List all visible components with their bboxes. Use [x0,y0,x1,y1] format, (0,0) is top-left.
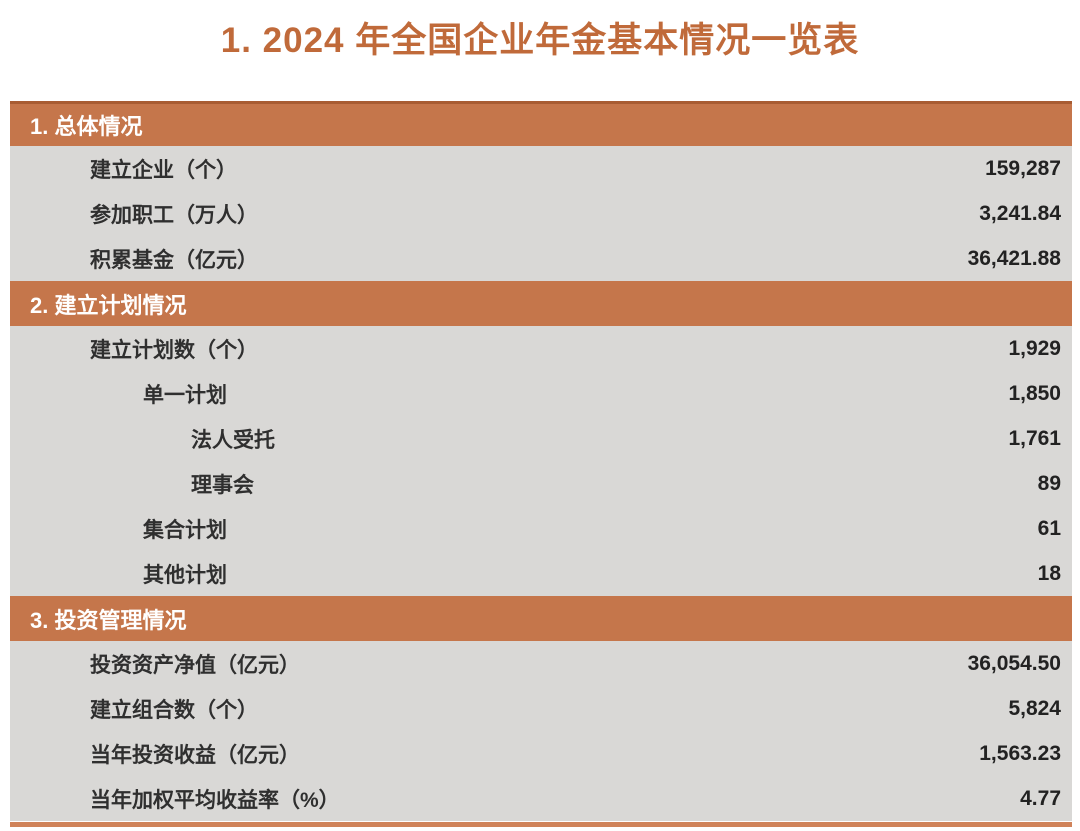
row-label: 理事会 [191,473,254,497]
row-label: 单一计划 [143,383,227,407]
row-value: 61 [1037,516,1061,540]
section-header-label: 3. 投资管理情况 [30,607,187,633]
table-row: 积累基金（亿元） 36,421.88 [10,236,1072,281]
row-label: 投资资产净值（亿元） [90,653,300,677]
row-label: 其他计划 [143,563,227,587]
row-label: 积累基金（亿元） [90,248,258,272]
table-row: 参加职工（万人） 3,241.84 [10,191,1072,236]
row-value: 89 [1037,471,1061,495]
annuity-summary-table: 1. 总体情况 建立企业（个） 159,287 参加职工（万人） 3,241.8… [10,101,1072,827]
row-value: 1,850 [1008,381,1061,405]
row-value: 1,761 [1008,426,1061,450]
row-value: 36,054.50 [967,651,1061,675]
row-value: 159,287 [985,156,1061,180]
row-label: 当年投资收益（亿元） [90,743,300,767]
section-header-label: 1. 总体情况 [30,114,143,139]
table-row: 当年加权平均收益率（%） 4.77 [10,776,1072,821]
row-value: 5,824 [1008,696,1061,720]
row-value: 4.77 [1020,786,1061,810]
row-label: 法人受托 [191,428,275,452]
table-row: 投资资产净值（亿元） 36,054.50 [10,641,1072,686]
table-row: 单一计划 1,850 [10,371,1072,416]
row-value: 3,241.84 [979,201,1061,225]
table-row: 法人受托 1,761 [10,416,1072,461]
section-header-label: 2. 建立计划情况 [30,292,187,318]
row-label: 建立计划数（个） [90,338,258,362]
table-row: 其他计划 18 [10,551,1072,596]
row-value: 1,929 [1008,336,1061,360]
table-bottom-edge [10,822,1072,827]
row-label: 参加职工（万人） [90,203,258,227]
section-header-investment: 3. 投资管理情况 [10,596,1072,641]
section-header-plans: 2. 建立计划情况 [10,281,1072,326]
table-row: 理事会 89 [10,461,1072,506]
row-label: 建立组合数（个） [90,698,258,722]
section-header-overall: 1. 总体情况 [10,101,1072,146]
row-value: 18 [1037,561,1061,585]
row-label: 当年加权平均收益率（%） [90,788,340,812]
table-row: 建立组合数（个） 5,824 [10,686,1072,731]
page-title: 1. 2024 年全国企业年金基本情况一览表 [220,21,860,60]
table-row: 建立企业（个） 159,287 [10,146,1072,191]
row-value: 36,421.88 [967,246,1061,270]
table-row: 集合计划 61 [10,506,1072,551]
row-value: 1,563.23 [979,741,1061,765]
table-row: 当年投资收益（亿元） 1,563.23 [10,731,1072,776]
table-row: 建立计划数（个） 1,929 [10,326,1072,371]
row-label: 集合计划 [143,518,227,542]
row-label: 建立企业（个） [90,158,237,182]
